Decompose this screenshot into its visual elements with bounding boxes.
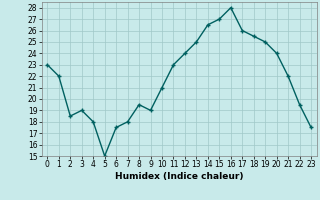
X-axis label: Humidex (Indice chaleur): Humidex (Indice chaleur): [115, 172, 244, 181]
